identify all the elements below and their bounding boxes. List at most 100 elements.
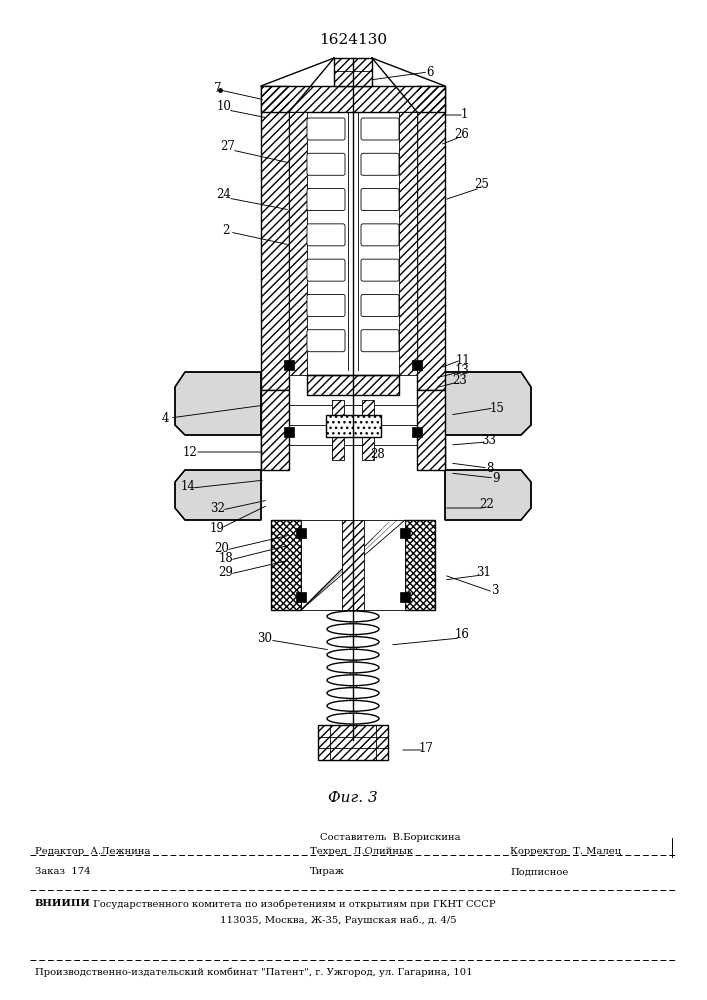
Text: Редактор  А.Лежнина: Редактор А.Лежнина <box>35 848 151 856</box>
FancyBboxPatch shape <box>307 294 345 316</box>
Bar <box>261 390 289 470</box>
Text: 15: 15 <box>489 401 504 414</box>
Bar <box>362 400 374 460</box>
Bar <box>405 520 435 610</box>
Bar <box>325 415 380 437</box>
Bar <box>334 58 372 86</box>
Polygon shape <box>445 372 531 435</box>
Bar <box>342 520 364 610</box>
Bar <box>318 725 388 760</box>
Bar <box>261 86 289 390</box>
Bar <box>307 375 399 395</box>
Text: 28: 28 <box>370 448 385 462</box>
Bar <box>400 528 410 538</box>
Text: 6: 6 <box>426 66 434 79</box>
Text: 31: 31 <box>477 566 491 580</box>
Text: Фиг. 3: Фиг. 3 <box>328 791 378 805</box>
Bar <box>417 86 445 390</box>
Text: 33: 33 <box>481 434 496 446</box>
Bar <box>289 112 307 375</box>
FancyBboxPatch shape <box>361 259 399 281</box>
Text: 113035, Москва, Ж-35, Раушская наб., д. 4/5: 113035, Москва, Ж-35, Раушская наб., д. … <box>220 915 457 925</box>
FancyBboxPatch shape <box>361 224 399 246</box>
Bar <box>334 58 372 86</box>
Text: ВНИИПИ: ВНИИПИ <box>35 900 91 908</box>
Polygon shape <box>445 470 531 520</box>
FancyBboxPatch shape <box>361 153 399 175</box>
FancyBboxPatch shape <box>307 118 345 140</box>
Bar <box>332 400 344 460</box>
Text: Производственно-издательский комбинат "Патент", г. Ужгород, ул. Гагарина, 101: Производственно-издательский комбинат "П… <box>35 967 472 977</box>
Text: 12: 12 <box>182 446 197 458</box>
FancyBboxPatch shape <box>307 330 345 352</box>
Text: 11: 11 <box>455 354 470 366</box>
Text: 29: 29 <box>218 566 233 578</box>
FancyBboxPatch shape <box>361 189 399 211</box>
Bar <box>342 520 364 610</box>
Text: 2: 2 <box>222 224 230 236</box>
Text: 17: 17 <box>419 742 433 754</box>
FancyBboxPatch shape <box>361 294 399 316</box>
Text: 22: 22 <box>479 498 494 512</box>
Ellipse shape <box>327 688 379 698</box>
Text: Государственного комитета по изобретениям и открытиям при ГКНТ СССР: Государственного комитета по изобретения… <box>90 899 496 909</box>
Text: Подписное: Подписное <box>510 867 568 876</box>
Bar <box>412 427 422 437</box>
Bar <box>307 375 399 395</box>
Ellipse shape <box>327 713 379 724</box>
FancyBboxPatch shape <box>307 224 345 246</box>
Text: 8: 8 <box>486 462 493 475</box>
Bar <box>261 86 445 112</box>
Text: 14: 14 <box>180 481 195 493</box>
Text: 27: 27 <box>221 140 235 153</box>
Bar <box>271 520 301 610</box>
Text: 1624130: 1624130 <box>319 33 387 47</box>
Bar <box>296 592 306 602</box>
Text: 3: 3 <box>491 584 498 596</box>
Text: Корректор  Т. Малец: Корректор Т. Малец <box>510 848 621 856</box>
Text: Тираж: Тираж <box>310 867 345 876</box>
Bar <box>332 400 344 460</box>
Text: 25: 25 <box>474 178 489 192</box>
Text: 18: 18 <box>218 552 233 564</box>
Ellipse shape <box>327 700 379 711</box>
Bar <box>284 360 294 370</box>
Bar <box>271 520 301 610</box>
Text: 20: 20 <box>214 542 230 554</box>
Polygon shape <box>175 470 261 520</box>
Ellipse shape <box>327 611 379 622</box>
Text: 4: 4 <box>161 412 169 424</box>
Bar <box>417 390 445 470</box>
Text: 24: 24 <box>216 188 231 202</box>
Text: 23: 23 <box>452 373 467 386</box>
Bar <box>399 112 417 375</box>
Text: 9: 9 <box>492 472 500 485</box>
Bar <box>301 520 405 610</box>
Text: Техред  Л.Олийнык: Техред Л.Олийнык <box>310 848 413 856</box>
Bar <box>417 86 445 390</box>
Bar <box>261 390 289 470</box>
FancyBboxPatch shape <box>307 153 345 175</box>
Text: 26: 26 <box>455 128 469 141</box>
Polygon shape <box>175 372 261 435</box>
FancyBboxPatch shape <box>307 259 345 281</box>
Bar <box>400 592 410 602</box>
Bar <box>296 528 306 538</box>
Ellipse shape <box>327 637 379 647</box>
Bar <box>325 415 380 437</box>
Bar <box>318 725 388 760</box>
Ellipse shape <box>327 675 379 686</box>
Bar <box>301 520 405 610</box>
FancyBboxPatch shape <box>307 189 345 211</box>
Bar <box>405 520 435 610</box>
Text: 10: 10 <box>216 101 231 113</box>
FancyBboxPatch shape <box>361 118 399 140</box>
Bar <box>261 86 445 112</box>
Bar <box>289 112 307 375</box>
Text: 13: 13 <box>455 363 469 376</box>
Text: 16: 16 <box>455 629 469 642</box>
Text: 7: 7 <box>214 82 222 95</box>
Bar <box>412 360 422 370</box>
Bar <box>261 86 289 390</box>
Bar <box>362 400 374 460</box>
